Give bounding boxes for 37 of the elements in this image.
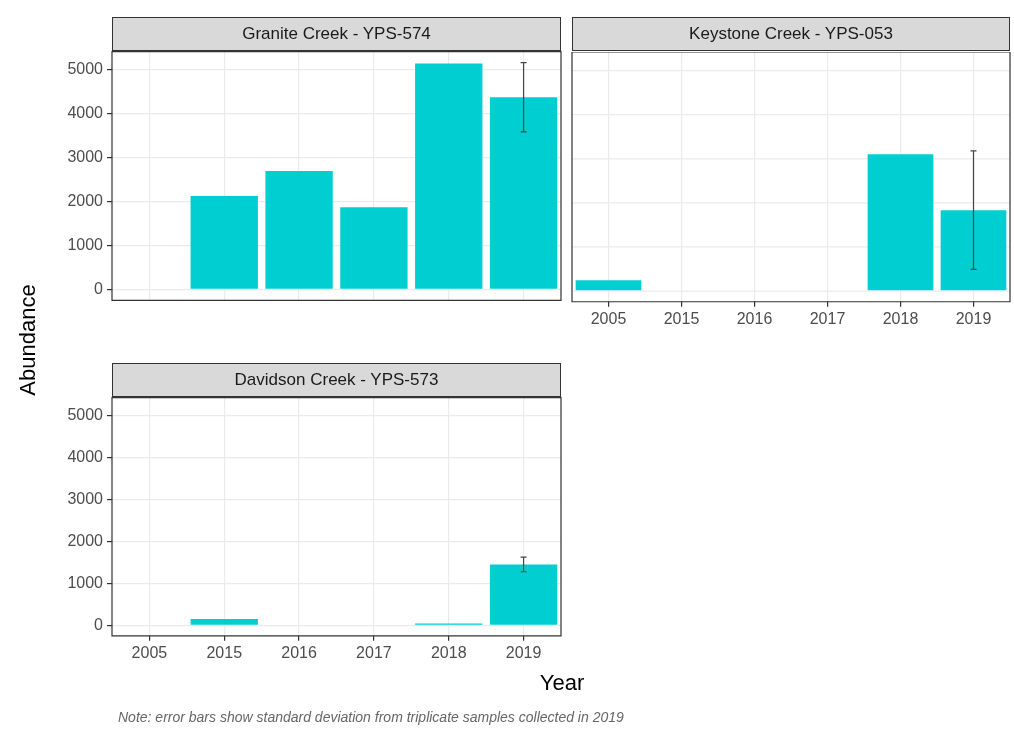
x-tick-label: 2017 xyxy=(356,643,392,661)
bar xyxy=(265,170,333,289)
x-tick-label: 2018 xyxy=(430,643,467,661)
chart-title: Granite Creek - YPS-574 xyxy=(112,17,561,51)
bar xyxy=(415,63,483,289)
y-tick-label: 1000 xyxy=(67,235,104,253)
y-tick-label: 4000 xyxy=(67,447,104,465)
x-tick-label: 2019 xyxy=(505,643,542,661)
y-tick-label: 1000 xyxy=(67,573,104,591)
chart-title: Davidson Creek - YPS-573 xyxy=(112,363,561,397)
x-tick-label: 2017 xyxy=(809,309,846,327)
x-tick-label: 2016 xyxy=(736,309,773,327)
y-tick-label: 3000 xyxy=(67,148,104,166)
y-tick-label: 3000 xyxy=(67,489,104,507)
y-tick-label: 0 xyxy=(94,279,104,297)
bar xyxy=(489,97,558,289)
y-tick-label: 4000 xyxy=(67,104,104,122)
bar xyxy=(489,564,558,625)
text: Note: error bars show standard deviation from triplicate samples collected in 2019 xyxy=(118,709,624,725)
chart-title: Keystone Creek - YPS-053 xyxy=(572,17,1010,51)
x-axis-title: Year xyxy=(539,670,585,696)
x-tick-label: 2015 xyxy=(206,643,243,661)
x-tick-label: 2019 xyxy=(955,309,992,327)
bar xyxy=(190,195,258,289)
y-tick-label: 5000 xyxy=(67,60,104,78)
x-tick-label: 2005 xyxy=(131,643,168,661)
x-tick-label: 2015 xyxy=(663,309,700,327)
x-tick-label: 2018 xyxy=(882,309,919,327)
y-tick-label: 2000 xyxy=(67,531,104,549)
y-tick-label: 0 xyxy=(94,615,104,633)
bar xyxy=(340,207,408,289)
y-axis-title: Abundance xyxy=(15,284,41,396)
bar xyxy=(190,619,258,625)
x-tick-label: 2016 xyxy=(281,643,317,661)
y-tick-label: 5000 xyxy=(67,405,104,423)
y-tick-label: 2000 xyxy=(67,192,104,210)
x-tick-label: 2005 xyxy=(590,309,627,327)
